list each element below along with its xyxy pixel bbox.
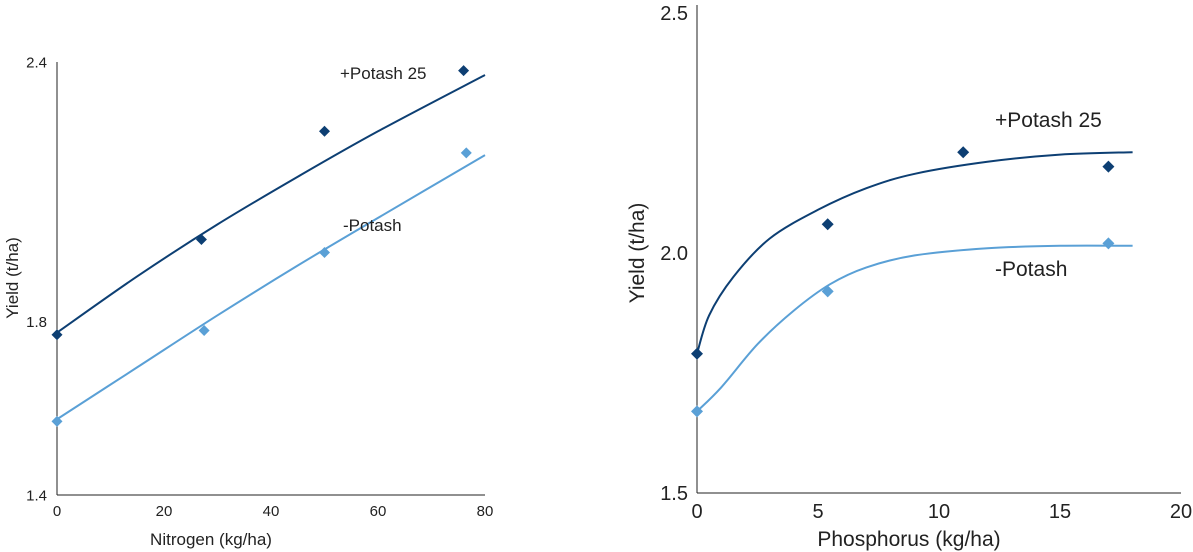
series-label-no-potash: -Potash <box>995 258 1067 281</box>
y-tick-label: 1.5 <box>660 483 688 505</box>
data-point-potash-25 <box>319 125 330 137</box>
chart-1: 0 20 40 60 80 1.4 1.8 2.4 Nitrogen (kg/ha) Yield … <box>3 54 493 549</box>
x-axis-title: Phosphorus (kg/ha) <box>817 528 1000 551</box>
series-label-potash-25: +Potash 25 <box>340 64 427 83</box>
data-point-potash-25 <box>691 347 703 360</box>
x-axis-title: Nitrogen (kg/ha) <box>150 530 272 549</box>
x-tick-label: 15 <box>1049 501 1071 523</box>
data-point-no-potash <box>691 405 703 418</box>
x-tick-label: 0 <box>53 503 61 520</box>
y-axis-title: Yield (t/ha) <box>3 237 22 319</box>
data-point-no-potash <box>51 415 63 427</box>
data-point-no-potash <box>1102 237 1115 250</box>
x-tick-label: 20 <box>156 503 173 520</box>
x-tick-label: 5 <box>812 501 823 523</box>
x-tick-label: 80 <box>477 503 494 520</box>
y-tick-label: 2.5 <box>660 3 688 25</box>
fit-line-potash-25 <box>56 74 486 334</box>
y-tick-label: 1.8 <box>26 314 47 331</box>
x-tick-label: 60 <box>370 503 387 520</box>
data-point-potash-25 <box>957 146 970 159</box>
x-tick-label: 0 <box>691 501 702 523</box>
data-point-potash-25 <box>458 65 470 77</box>
fit-line-no-potash <box>56 154 486 421</box>
y-axis-title: Yield (t/ha) <box>626 203 649 304</box>
x-tick-label: 10 <box>928 501 950 523</box>
data-point-potash-25 <box>1102 160 1115 173</box>
x-tick-label: 20 <box>1170 501 1192 523</box>
data-point-potash-25 <box>51 329 63 341</box>
x-tick-label: 40 <box>263 503 280 520</box>
y-tick-label: 1.4 <box>26 487 47 504</box>
y-tick-label: 2.0 <box>660 243 688 265</box>
chart-2: 0 5 10 15 20 1.5 2.0 2.5 Phosphorus (kg/ha) Yield… <box>626 3 1192 551</box>
data-point-potash-25 <box>821 218 834 231</box>
data-point-no-potash <box>198 324 210 336</box>
series-label-no-potash: -Potash <box>343 216 402 235</box>
fit-line-no-potash <box>696 244 1133 413</box>
data-point-no-potash <box>319 247 330 259</box>
y-tick-label: 2.4 <box>26 54 47 71</box>
data-point-no-potash <box>821 285 834 298</box>
series-label-potash-25: +Potash 25 <box>995 109 1102 132</box>
data-point-potash-25 <box>195 234 207 246</box>
data-point-no-potash <box>460 147 472 159</box>
fit-line-potash-25 <box>696 151 1133 355</box>
